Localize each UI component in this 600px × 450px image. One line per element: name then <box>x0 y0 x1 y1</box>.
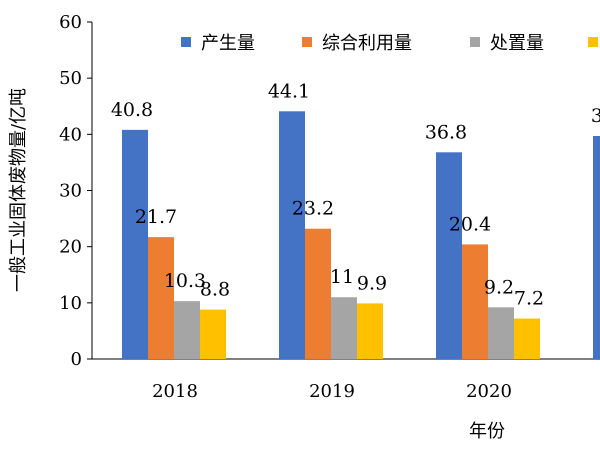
bar <box>436 152 462 359</box>
data-label: 11 <box>330 266 354 288</box>
y-tick-label: 30 <box>59 181 82 202</box>
x-tick-label: 2018 <box>152 381 198 402</box>
bar <box>462 244 488 359</box>
data-label: 9.2 <box>484 276 514 298</box>
y-tick-label: 10 <box>59 293 82 314</box>
bar <box>148 237 174 359</box>
y-tick-label: 20 <box>59 237 82 258</box>
data-label: 44.1 <box>268 80 310 102</box>
legend-swatch <box>181 37 191 47</box>
y-axis-ticks: 0 10 20 30 40 50 60 <box>59 12 92 370</box>
x-axis-label: 年份 <box>469 421 505 442</box>
legend-label: 处置量 <box>490 33 544 54</box>
data-label: 8.8 <box>200 279 230 301</box>
bar <box>122 129 148 359</box>
data-label: 21.7 <box>135 206 177 228</box>
legend: 产生量 综合利用量 处置量 <box>181 33 598 54</box>
legend-swatch <box>588 37 598 47</box>
bar <box>279 111 305 360</box>
x-axis-ticks: 2018 2019 2020 <box>152 381 512 402</box>
x-tick-label: 2020 <box>466 381 512 402</box>
y-tick-label: 40 <box>59 124 82 145</box>
y-tick-label: 50 <box>59 68 82 89</box>
legend-swatch <box>470 37 480 47</box>
legend-label: 产生量 <box>201 33 255 54</box>
bars <box>122 111 600 360</box>
x-tick-label: 2019 <box>309 381 355 402</box>
data-label: 36.8 <box>425 121 467 143</box>
data-label: 23.2 <box>292 198 334 220</box>
data-label: 39 <box>591 105 600 127</box>
bar <box>174 301 200 359</box>
data-label: 9.9 <box>357 272 387 294</box>
data-labels: 40.8 21.7 10.38.8 44.1 23.2 11 9.9 36.8 20.4 9.27… <box>111 80 600 309</box>
bar <box>488 307 514 359</box>
legend-swatch <box>302 37 312 47</box>
y-tick-label: 0 <box>71 349 82 370</box>
y-axis-label: 一般工业固体废物量/亿吨 <box>8 88 29 292</box>
bar <box>305 228 331 359</box>
data-label: 10.3 <box>164 270 206 292</box>
bar <box>514 318 540 359</box>
data-label: 7.2 <box>514 288 544 310</box>
legend-label: 综合利用量 <box>322 33 412 54</box>
bar <box>200 309 226 359</box>
data-label: 40.8 <box>111 99 153 121</box>
bar <box>331 297 357 359</box>
y-tick-label: 60 <box>59 12 82 33</box>
bar <box>593 136 600 359</box>
data-label: 20.4 <box>449 213 491 235</box>
bar <box>357 303 383 359</box>
